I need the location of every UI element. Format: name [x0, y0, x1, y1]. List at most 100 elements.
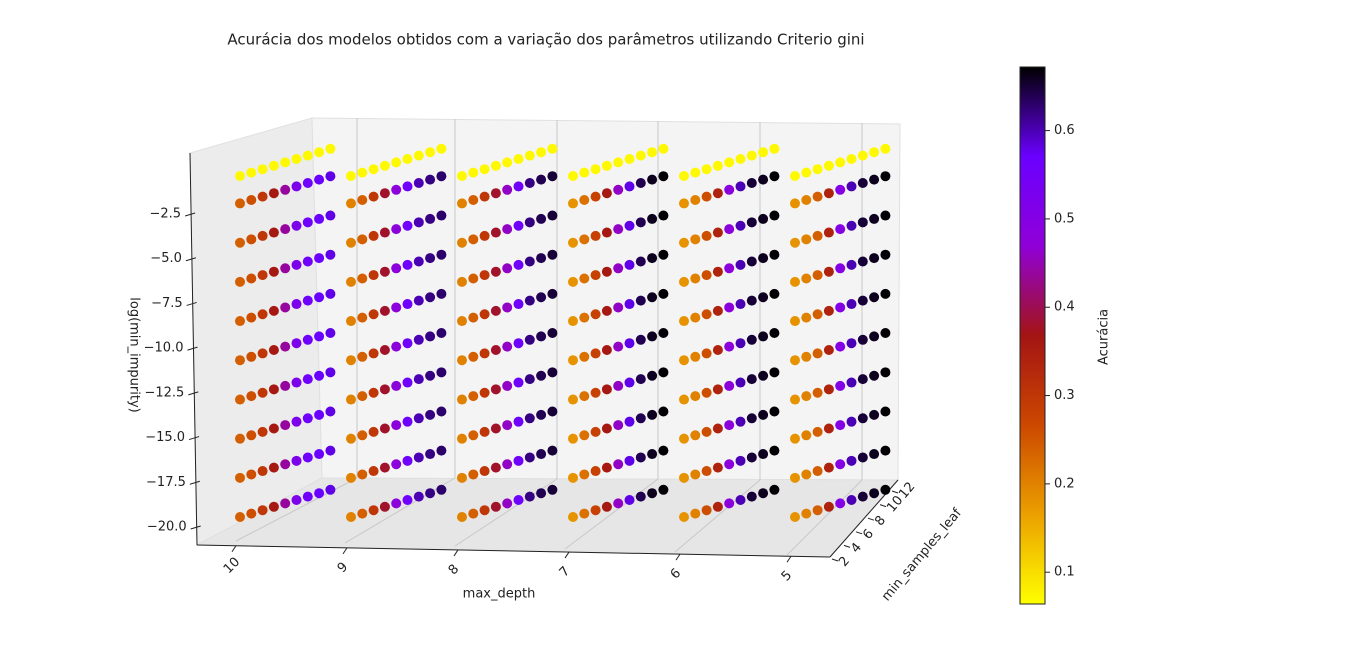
- point: [790, 394, 800, 405]
- point: [801, 430, 812, 441]
- point: [490, 160, 501, 171]
- point: [402, 377, 413, 388]
- point: [368, 230, 379, 241]
- point: [246, 234, 257, 245]
- point: [712, 305, 723, 316]
- point: [835, 224, 846, 235]
- point: [801, 351, 812, 362]
- z-tick-label: −2.5: [150, 207, 182, 222]
- point: [425, 409, 436, 420]
- point: [413, 334, 424, 345]
- point: [846, 495, 857, 505]
- point: [235, 237, 245, 248]
- point: [524, 256, 535, 267]
- point: [436, 171, 447, 182]
- point: [647, 147, 658, 158]
- point: [357, 508, 368, 519]
- point: [823, 227, 834, 238]
- point: [468, 273, 479, 284]
- point: [880, 445, 891, 456]
- point: [368, 505, 379, 516]
- point: [624, 416, 635, 427]
- point: [402, 259, 413, 270]
- point: [547, 406, 558, 417]
- point: [869, 213, 880, 224]
- point: [568, 198, 578, 209]
- point: [524, 491, 535, 502]
- point: [257, 230, 268, 241]
- point: [735, 377, 746, 388]
- point: [801, 234, 812, 245]
- point: [812, 387, 823, 398]
- point: [679, 512, 689, 522]
- point: [647, 292, 658, 303]
- point: [812, 191, 823, 202]
- point: [735, 220, 746, 231]
- point: [746, 491, 757, 502]
- point: [402, 338, 413, 349]
- point: [568, 472, 578, 483]
- point: [325, 143, 336, 154]
- point: [647, 213, 658, 224]
- point: [257, 191, 268, 202]
- point: [835, 380, 846, 391]
- point: [601, 305, 612, 316]
- point: [280, 498, 291, 509]
- point: [869, 147, 880, 158]
- point: [690, 508, 701, 519]
- point: [601, 188, 612, 199]
- point: [846, 299, 857, 310]
- point: [758, 292, 769, 303]
- point: [880, 328, 891, 339]
- point: [801, 195, 812, 206]
- point: [658, 367, 669, 378]
- point: [235, 512, 245, 522]
- point: [524, 374, 535, 385]
- point: [690, 273, 701, 284]
- point: [590, 505, 601, 516]
- z-tick-label: −12.5: [144, 385, 184, 400]
- point: [391, 157, 402, 168]
- point: [391, 341, 402, 352]
- point: [801, 273, 812, 284]
- point: [291, 299, 302, 310]
- point: [846, 181, 857, 192]
- point: [314, 213, 325, 224]
- point: [801, 508, 812, 519]
- point: [402, 220, 413, 231]
- point: [835, 341, 846, 352]
- point: [379, 266, 390, 277]
- point: [835, 157, 846, 168]
- x-tick: [564, 551, 570, 559]
- point: [402, 455, 413, 466]
- point: [368, 387, 379, 398]
- point: [880, 367, 891, 378]
- point: [280, 302, 291, 313]
- point: [579, 391, 590, 402]
- point: [880, 288, 891, 299]
- point: [280, 184, 291, 195]
- z-tick: [188, 436, 200, 441]
- point: [568, 276, 578, 287]
- point: [302, 178, 313, 189]
- point: [812, 505, 823, 516]
- point: [679, 237, 689, 248]
- point: [536, 292, 547, 303]
- point: [790, 472, 800, 483]
- chart-title: Acurácia dos modelos obtidos com a varia…: [227, 31, 864, 49]
- point: [846, 220, 857, 231]
- point: [280, 224, 291, 235]
- point: [524, 413, 535, 424]
- point: [379, 462, 390, 473]
- point: [857, 452, 868, 463]
- point: [579, 234, 590, 245]
- point: [314, 253, 325, 264]
- point: [413, 150, 424, 161]
- point: [758, 174, 769, 185]
- point: [346, 276, 356, 287]
- point: [235, 198, 245, 209]
- point: [568, 171, 578, 181]
- point: [413, 217, 424, 228]
- point: [568, 433, 578, 444]
